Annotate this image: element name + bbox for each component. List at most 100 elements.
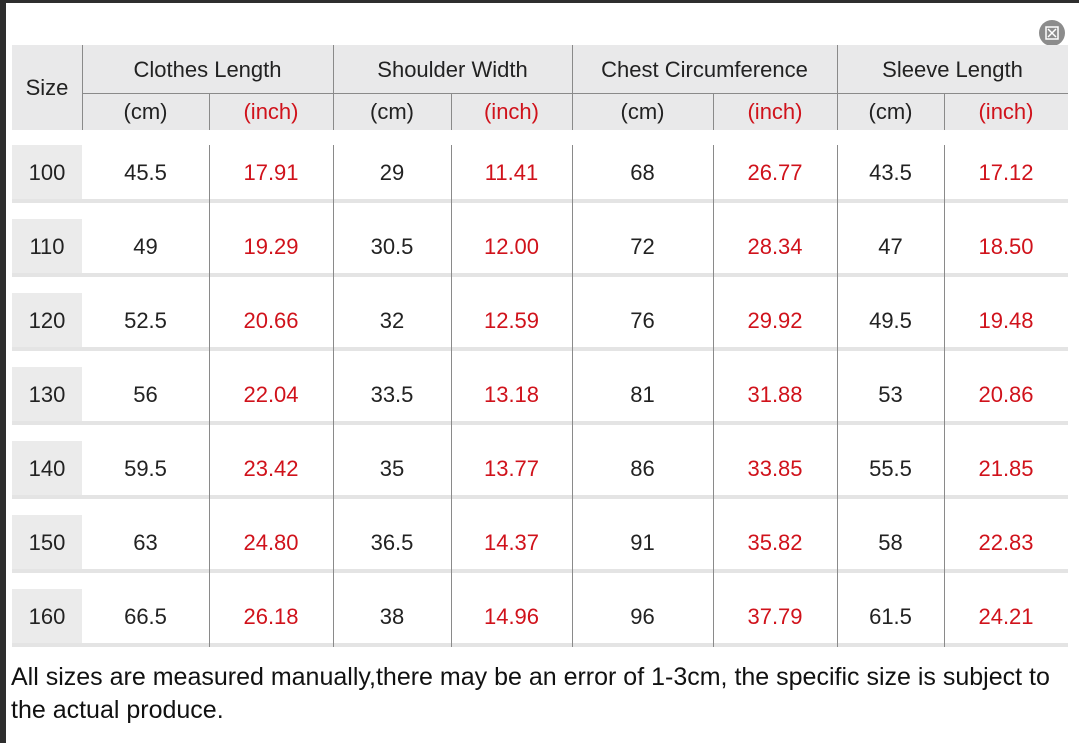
value-cell: 22.83 bbox=[978, 530, 1034, 555]
size-cell: 150 bbox=[28, 530, 66, 555]
value-cell: 14.37 bbox=[483, 530, 540, 555]
col-line bbox=[451, 145, 452, 647]
value-cell: 37.79 bbox=[747, 604, 803, 629]
value-cell: 29.92 bbox=[747, 308, 803, 333]
value-cell: 14.96 bbox=[483, 604, 540, 629]
value-cell: 49 bbox=[133, 234, 158, 259]
row-divider bbox=[12, 199, 1068, 203]
header-col-line bbox=[82, 45, 83, 130]
unit-header: (inch) bbox=[978, 99, 1034, 124]
footnote: All sizes are measured manually,there ma… bbox=[11, 661, 1079, 727]
unit-header: (inch) bbox=[483, 99, 539, 124]
value-cell: 36.5 bbox=[370, 530, 414, 555]
value-cell: 91 bbox=[630, 530, 655, 555]
size-cell: 110 bbox=[29, 234, 65, 259]
size-cell: 140 bbox=[28, 456, 66, 481]
value-cell: 30.5 bbox=[370, 234, 414, 259]
value-cell: 76 bbox=[630, 308, 655, 333]
col-line bbox=[333, 145, 334, 647]
close-button[interactable] bbox=[1039, 20, 1065, 46]
value-cell: 23.42 bbox=[243, 456, 299, 481]
value-cell: 66.5 bbox=[124, 604, 167, 629]
size-cell-bg bbox=[12, 367, 82, 421]
value-cell: 18.50 bbox=[978, 234, 1034, 259]
row-divider bbox=[12, 569, 1068, 573]
value-cell: 53 bbox=[878, 382, 903, 407]
value-cell: 56 bbox=[133, 382, 158, 407]
header-bg bbox=[12, 45, 1068, 130]
value-cell: 35 bbox=[379, 456, 405, 481]
col-line bbox=[713, 145, 714, 647]
unit-header: (cm) bbox=[370, 99, 414, 124]
unit-header: (inch) bbox=[747, 99, 803, 124]
header-col-line bbox=[572, 45, 573, 130]
value-cell: 72 bbox=[630, 234, 655, 259]
size-cell-bg bbox=[12, 145, 82, 199]
group-header: Chest Circumference bbox=[601, 56, 808, 82]
size-header: Size bbox=[25, 74, 69, 100]
value-cell: 47 bbox=[878, 234, 903, 259]
size-cell-bg bbox=[12, 515, 82, 569]
col-line bbox=[209, 145, 210, 647]
header-col-line bbox=[944, 94, 945, 130]
header-divider bbox=[82, 93, 1068, 94]
value-cell: 12.00 bbox=[483, 234, 540, 259]
size-cell: 120 bbox=[28, 308, 66, 333]
value-cell: 32 bbox=[379, 308, 405, 333]
value-cell: 24.21 bbox=[978, 604, 1034, 629]
value-cell: 11.41 bbox=[484, 160, 539, 185]
panel: Size Clothes Length Shoulder Width Chest Ci… bbox=[6, 3, 1079, 743]
row-divider bbox=[12, 347, 1068, 351]
value-cell: 68 bbox=[630, 160, 655, 185]
value-cell: 26.18 bbox=[243, 604, 299, 629]
col-line bbox=[944, 145, 945, 647]
value-cell: 58 bbox=[878, 530, 903, 555]
size-cell: 130 bbox=[28, 382, 66, 407]
size-cell-bg bbox=[12, 441, 82, 495]
value-cell: 31.88 bbox=[747, 382, 803, 407]
header-col-line bbox=[209, 94, 210, 130]
value-cell: 24.80 bbox=[243, 530, 299, 555]
value-cell: 13.18 bbox=[483, 382, 540, 407]
row-divider bbox=[12, 495, 1068, 499]
unit-header: (cm) bbox=[123, 99, 168, 124]
row-divider bbox=[12, 273, 1068, 277]
group-header: Shoulder Width bbox=[377, 56, 528, 82]
unit-header: (inch) bbox=[243, 99, 299, 124]
value-cell: 45.5 bbox=[124, 160, 167, 185]
value-cell: 96 bbox=[630, 604, 655, 629]
value-cell: 21.85 bbox=[978, 456, 1034, 481]
header-col-line bbox=[451, 94, 452, 130]
header-col-line bbox=[333, 45, 334, 130]
value-cell: 17.12 bbox=[978, 160, 1034, 185]
header-col-line bbox=[713, 94, 714, 130]
value-cell: 28.34 bbox=[747, 234, 803, 259]
value-cell: 38 bbox=[379, 604, 405, 629]
header-col-line bbox=[837, 45, 838, 130]
value-cell: 29 bbox=[379, 160, 405, 185]
value-cell: 86 bbox=[630, 456, 655, 481]
value-cell: 19.29 bbox=[243, 234, 299, 259]
col-line bbox=[572, 145, 573, 647]
value-cell: 19.48 bbox=[978, 308, 1034, 333]
size-cell: 100 bbox=[28, 160, 66, 185]
value-cell: 22.04 bbox=[243, 382, 299, 407]
value-cell: 12.59 bbox=[483, 308, 540, 333]
group-header: Sleeve Length bbox=[882, 56, 1023, 82]
value-cell: 13.77 bbox=[483, 456, 540, 481]
size-cell-bg bbox=[12, 219, 82, 273]
value-cell: 33.85 bbox=[747, 456, 803, 481]
col-line bbox=[837, 145, 838, 647]
value-cell: 59.5 bbox=[124, 456, 167, 481]
value-cell: 61.5 bbox=[869, 604, 912, 629]
footnote-text: All sizes are measured manually,there ma… bbox=[11, 663, 1050, 724]
group-header: Clothes Length bbox=[133, 56, 282, 82]
size-cell-bg bbox=[12, 589, 82, 643]
row-divider bbox=[12, 643, 1068, 647]
size-cell: 160 bbox=[28, 604, 66, 629]
unit-header: (cm) bbox=[868, 99, 913, 124]
value-cell: 35.82 bbox=[747, 530, 803, 555]
value-cell: 52.5 bbox=[124, 308, 167, 333]
unit-header: (cm) bbox=[620, 99, 665, 124]
